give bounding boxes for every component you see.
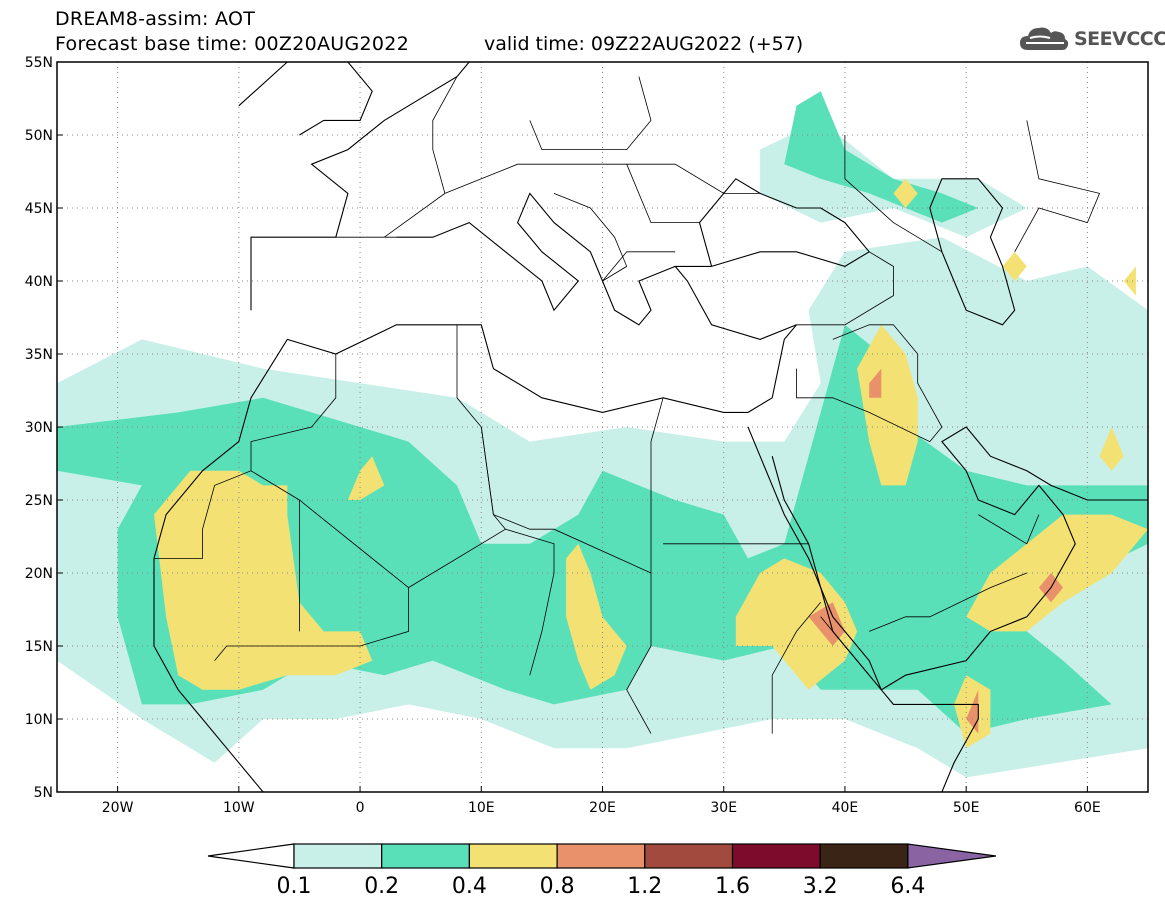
lat-tick-label: 30N (25, 420, 53, 436)
seevccc-logo: SEEVCCC (1018, 22, 1165, 56)
base-time-label: Forecast base time: 00Z20AUG2022 (55, 33, 410, 55)
country-border (626, 573, 652, 734)
colorbar-label: 0.1 (277, 874, 312, 899)
colorbar-label: 1.2 (627, 874, 662, 899)
country-border (796, 368, 943, 443)
country-border (844, 135, 943, 253)
country-border (602, 251, 676, 282)
aot-region-level-2 (893, 178, 918, 208)
country-border (869, 572, 1027, 632)
lon-tick-label: 60E (1074, 800, 1101, 816)
colorbar-high-arrow (907, 843, 996, 869)
colorbar-box (468, 843, 558, 869)
coastline (238, 62, 288, 107)
country-border (408, 528, 555, 676)
colorbar-box (293, 843, 383, 869)
colorbar-box (644, 843, 734, 869)
lat-tick-label: 20N (25, 566, 53, 582)
country-border (480, 397, 664, 574)
aot-region-level-2 (1002, 251, 1027, 281)
aot-region-level-2 (857, 324, 918, 486)
coastline (396, 192, 676, 326)
lon-tick-label: 20E (589, 800, 616, 816)
country-border (820, 616, 870, 676)
country-border (154, 470, 409, 661)
lon-tick-label: 40E (832, 800, 859, 816)
lat-tick-label: 50N (25, 128, 53, 144)
coastline (747, 426, 1148, 691)
lat-tick-label: 10N (25, 712, 53, 728)
colorbar: 0.1 0.2 0.4 0.8 1.2 1.6 3.2 6.4 (207, 843, 996, 899)
valid-time-label: valid time: 09Z22AUG2022 (+57) (484, 33, 804, 55)
coastline (153, 558, 264, 792)
aot-region-level-1 (784, 91, 979, 223)
aot-region-level-3 (869, 368, 882, 398)
lat-tick-label: 55N (25, 55, 53, 71)
coastline (299, 62, 373, 136)
country-border (384, 163, 700, 238)
model-title: DREAM8-assim: AOT (55, 8, 256, 30)
aot-region-level-2 (735, 558, 858, 690)
coastline (929, 178, 1016, 326)
country-border (978, 514, 1040, 545)
lat-tick-label: 45N (25, 201, 53, 217)
country-border (553, 193, 628, 282)
logo-text: SEEVCCC (1074, 28, 1165, 50)
country-border (250, 354, 337, 471)
aot-region-level-2 (347, 456, 385, 500)
lon-tick-label: 20W (102, 800, 134, 816)
country-border (771, 601, 822, 734)
lon-tick-label: 30E (710, 800, 737, 816)
country-border (529, 76, 652, 151)
country-border (832, 324, 943, 428)
colorbar-box (819, 843, 909, 869)
lon-tick-label: 10W (223, 800, 255, 816)
colorbar-label: 6.4 (890, 874, 925, 899)
country-border (432, 76, 458, 194)
colorbar-box (381, 843, 471, 869)
aot-region-level-2 (566, 543, 627, 690)
lat-tick-label: 40N (25, 274, 53, 290)
coastline (153, 265, 797, 559)
lat-tick-label: 15N (25, 639, 53, 655)
aot-region-level-2 (1123, 266, 1136, 296)
aot-region-level-2 (1099, 427, 1124, 471)
country-border (1014, 120, 1101, 252)
colorbar-label: 0.8 (540, 874, 575, 899)
cloud-logo-icon (1020, 27, 1069, 50)
colorbar-label: 1.6 (715, 874, 750, 899)
colorbar-low-arrow (207, 843, 295, 869)
colorbar-label: 3.2 (803, 874, 838, 899)
country-borders (154, 76, 1101, 734)
colorbar-box (731, 843, 821, 869)
colorbar-box (556, 843, 646, 869)
aot-region-level-2 (154, 470, 373, 690)
lat-tick-label: 35N (25, 347, 53, 363)
country-border (626, 163, 761, 194)
lon-tick-label: 50E (953, 800, 980, 816)
aot-region-level-3 (966, 689, 979, 734)
lat-tick-label: 25N (25, 493, 53, 509)
coastline (698, 178, 871, 267)
coastline (250, 62, 470, 311)
lon-tick-label: 0 (356, 800, 365, 816)
country-border (796, 251, 894, 326)
lon-tick-label: 10E (468, 800, 495, 816)
colorbar-label: 0.4 (452, 874, 487, 899)
colorbar-label: 0.2 (364, 874, 399, 899)
lat-tick-label: 5N (34, 785, 53, 801)
map-ticks: 20W 10W 0 10E 20E 30E 40E 50E 60E 5N 10N 15N 20N 25N 3… (25, 55, 1101, 816)
